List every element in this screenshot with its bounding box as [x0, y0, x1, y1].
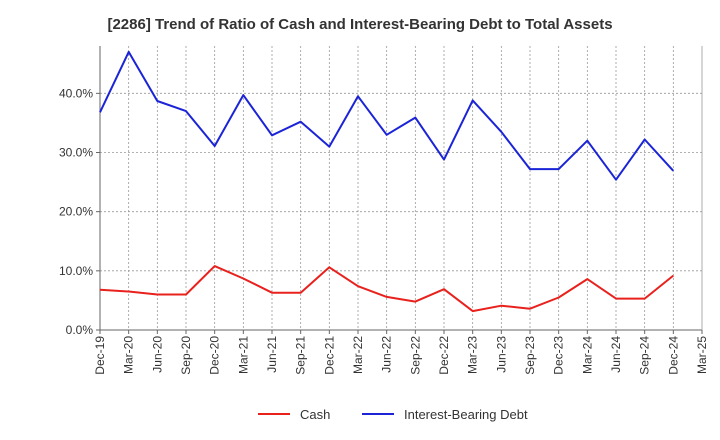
x-tick-label: Sep-24	[638, 336, 652, 375]
cash-legend-label: Cash	[300, 407, 330, 422]
y-tick-label: 40.0%	[59, 86, 93, 100]
series-lines	[99, 50, 675, 313]
x-tick-label: Jun-24	[609, 336, 623, 373]
x-tick-label: Mar-20	[122, 336, 136, 374]
axes: 0.0% 10.0% 20.0% 30.0% 40.0% Dec-19 Mar-20 Jun-…	[59, 46, 709, 375]
x-tick-label: Mar-22	[351, 336, 365, 374]
x-tick-label: Dec-21	[322, 336, 336, 375]
y-tick-label: 30.0%	[59, 146, 93, 160]
x-tick-label: Dec-20	[208, 336, 222, 375]
cash-series-line	[99, 265, 674, 313]
legend: Cash Interest-Bearing Debt	[258, 407, 528, 422]
x-tick-label: Sep-20	[179, 336, 193, 375]
x-tick-label: Jun-20	[150, 336, 164, 373]
x-tick-label: Jun-22	[380, 336, 394, 373]
x-tick-label: Mar-24	[580, 336, 594, 374]
x-tick-label: Sep-23	[523, 336, 537, 375]
x-tick-label: Dec-24	[666, 336, 680, 375]
x-tick-label: Jun-23	[494, 336, 508, 373]
y-tick-label: 20.0%	[59, 205, 93, 219]
grid-lines	[100, 46, 702, 330]
plot-area	[100, 46, 702, 330]
interest-bearing-debt-legend-label: Interest-Bearing Debt	[404, 407, 528, 422]
x-tick-label: Dec-23	[552, 336, 566, 375]
x-tick-label: Mar-25	[695, 336, 709, 374]
x-tick-label: Dec-22	[437, 336, 451, 375]
x-tick-label: Mar-23	[466, 336, 480, 374]
x-tick-label: Sep-21	[294, 336, 308, 375]
x-tick-label: Dec-19	[93, 336, 107, 375]
interest-bearing-debt-series-line	[99, 50, 675, 181]
x-tick-label: Mar-21	[236, 336, 250, 374]
y-tick-label: 10.0%	[59, 264, 93, 278]
x-tick-label: Jun-21	[265, 336, 279, 373]
y-tick-label: 0.0%	[66, 323, 94, 337]
x-tick-label: Sep-22	[408, 336, 422, 375]
chart-title: [2286] Trend of Ratio of Cash and Intere…	[107, 16, 613, 33]
